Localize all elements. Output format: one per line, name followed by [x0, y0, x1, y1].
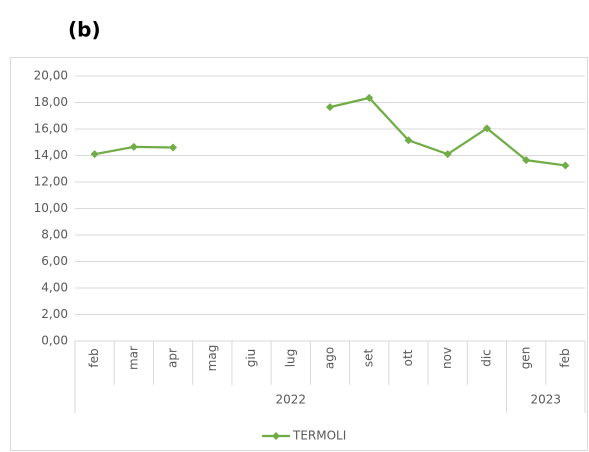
legend-label: TERMOLI [292, 429, 346, 443]
chart-border [10, 57, 588, 451]
x-group-label: 2023 [530, 393, 561, 407]
y-tick-label: 6,00 [41, 254, 68, 268]
marker [129, 142, 138, 151]
marker [272, 432, 280, 440]
marker [443, 150, 452, 159]
x-tick-label: gen [519, 347, 533, 370]
y-tick-label: 0,00 [41, 334, 68, 348]
x-tick-label: ago [323, 347, 337, 369]
marker [365, 93, 374, 102]
x-tick-label: giu [244, 349, 258, 368]
x-group-label: 2022 [275, 393, 306, 407]
y-tick-label: 10,00 [34, 201, 68, 215]
marker [90, 150, 99, 159]
x-tick-label: mag [205, 345, 219, 372]
marker [522, 156, 531, 165]
marker [404, 136, 413, 145]
x-tick-label: ott [401, 349, 415, 366]
panel-label: (b) [68, 18, 101, 42]
y-tick-label: 2,00 [41, 307, 68, 321]
y-tick-label: 18,00 [34, 95, 68, 109]
x-tick-label: apr [166, 348, 180, 368]
marker [169, 143, 178, 152]
marker [561, 161, 570, 170]
y-tick-label: 16,00 [34, 122, 68, 136]
x-tick-label: mar [126, 346, 140, 370]
y-tick-label: 14,00 [34, 148, 68, 162]
x-tick-label: set [362, 349, 376, 368]
x-tick-label: feb [558, 348, 572, 367]
y-tick-label: 12,00 [34, 175, 68, 189]
y-tick-label: 4,00 [41, 281, 68, 295]
y-tick-label: 8,00 [41, 228, 68, 242]
x-tick-label: lug [283, 349, 297, 368]
x-tick-label: nov [440, 347, 454, 369]
x-tick-label: feb [87, 348, 101, 367]
x-tick-label: dic [479, 349, 493, 367]
marker [482, 124, 491, 133]
marker [326, 103, 334, 112]
y-tick-label: 20,00 [34, 69, 68, 83]
